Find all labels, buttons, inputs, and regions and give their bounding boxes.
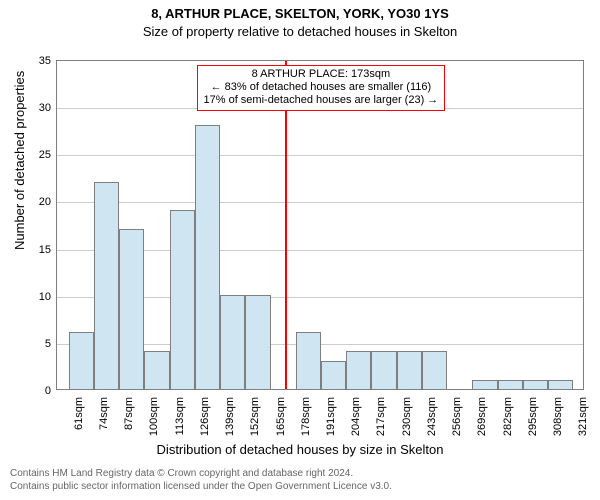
histogram-bar <box>498 380 523 389</box>
y-tick-label: 25 <box>39 149 57 161</box>
annotation-line: 17% of semi-detached houses are larger (… <box>204 94 439 107</box>
x-axis-label: Distribution of detached houses by size … <box>0 442 600 457</box>
footer-line1: Contains HM Land Registry data © Crown c… <box>10 468 353 479</box>
x-tick-label: 269sqm <box>476 397 488 436</box>
histogram-bar <box>220 295 245 389</box>
y-tick-label: 20 <box>39 196 57 208</box>
histogram-bar <box>472 380 497 389</box>
x-tick-label: 126sqm <box>199 397 211 436</box>
x-tick-label: 178sqm <box>300 397 312 436</box>
histogram-bar <box>321 361 346 389</box>
histogram-bar <box>397 351 422 389</box>
x-tick-label: 61sqm <box>73 397 85 430</box>
histogram-bar <box>523 380 548 389</box>
x-tick-label: 282sqm <box>502 397 514 436</box>
histogram-bar <box>245 295 270 389</box>
chart-container: 8, ARTHUR PLACE, SKELTON, YORK, YO30 1YS… <box>0 0 600 500</box>
x-tick-label: 204sqm <box>350 397 362 436</box>
gridline-h <box>57 202 583 203</box>
x-tick-label: 191sqm <box>325 397 337 436</box>
histogram-bar <box>144 351 169 389</box>
y-axis-label: Number of detached properties <box>12 71 27 250</box>
x-tick-label: 295sqm <box>527 397 539 436</box>
y-axis-label-text: Number of detached properties <box>12 71 27 250</box>
x-tick-label: 113sqm <box>174 397 186 435</box>
y-tick-label: 0 <box>45 385 57 397</box>
x-tick-label: 308sqm <box>552 397 564 436</box>
histogram-bar <box>69 332 94 389</box>
chart-title-line2: Size of property relative to detached ho… <box>0 24 600 39</box>
x-tick-label: 152sqm <box>249 397 261 436</box>
histogram-bar <box>119 229 144 389</box>
histogram-bar <box>346 351 371 389</box>
histogram-bar <box>422 351 447 389</box>
histogram-bar <box>170 210 195 389</box>
x-tick-label: 100sqm <box>148 397 160 436</box>
x-tick-label: 321sqm <box>577 397 589 436</box>
histogram-bar <box>548 380 573 389</box>
x-tick-label: 217sqm <box>375 397 387 436</box>
x-tick-label: 256sqm <box>451 397 463 436</box>
x-tick-label: 139sqm <box>224 397 236 436</box>
histogram-bar <box>371 351 396 389</box>
x-tick-label: 230sqm <box>401 397 413 436</box>
histogram-bar <box>94 182 119 389</box>
x-tick-label: 165sqm <box>275 397 287 436</box>
histogram-bar <box>195 125 220 389</box>
annotation-line: 8 ARTHUR PLACE: 173sqm <box>204 68 439 81</box>
y-tick-label: 10 <box>39 291 57 303</box>
plot-area: 0510152025303561sqm74sqm87sqm100sqm113sq… <box>56 60 584 390</box>
annotation-box: 8 ARTHUR PLACE: 173sqm← 83% of detached … <box>197 65 446 111</box>
annotation-line: ← 83% of detached houses are smaller (11… <box>204 81 439 94</box>
x-tick-label: 243sqm <box>426 397 438 436</box>
histogram-bar <box>296 332 321 389</box>
y-tick-label: 30 <box>39 102 57 114</box>
chart-title-line1: 8, ARTHUR PLACE, SKELTON, YORK, YO30 1YS <box>0 6 600 21</box>
y-tick-label: 35 <box>39 55 57 67</box>
x-tick-label: 87sqm <box>123 397 135 430</box>
y-tick-label: 15 <box>39 244 57 256</box>
x-tick-label: 74sqm <box>98 397 110 430</box>
gridline-h <box>57 155 583 156</box>
y-tick-label: 5 <box>45 338 57 350</box>
footer-line2: Contains public sector information licen… <box>10 481 392 492</box>
